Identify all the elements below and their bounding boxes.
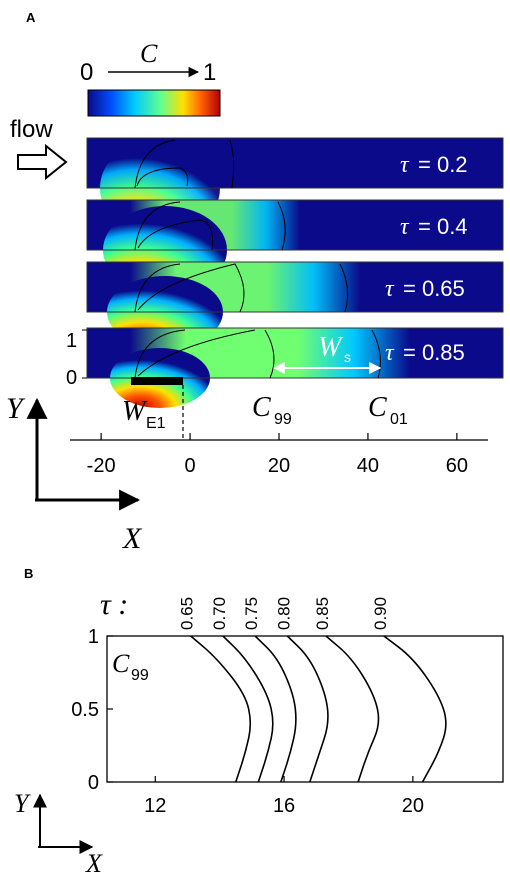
panel-b-series-label: 0.85 <box>313 597 332 630</box>
tau-value-3: = 0.85 <box>403 340 465 365</box>
panel-b-tag: B <box>24 566 33 581</box>
panel-b-series-line <box>190 635 252 783</box>
flow-label: flow <box>10 116 53 143</box>
electrode-bar <box>131 377 183 385</box>
c01-label-sub: 01 <box>390 411 408 428</box>
panel-a-x-tick-label: 0 <box>185 455 196 477</box>
tau-value-2: = 0.65 <box>403 276 465 301</box>
we-label: W <box>122 396 148 427</box>
panel-b-series-label: 0.65 <box>178 597 197 630</box>
c99-label-sub: 99 <box>274 411 292 428</box>
panel-b-x-arrow-label: X <box>85 849 103 876</box>
colorbar-max-label: 1 <box>203 59 216 86</box>
flow-arrow-icon <box>17 143 68 181</box>
tau-symbol-0: τ <box>400 152 410 178</box>
panel-a-x-tick-label: -20 <box>87 455 116 477</box>
tau-symbol-2: τ <box>385 276 395 302</box>
panel-a-x-tick-label: 40 <box>357 455 379 477</box>
panel-a-tag: A <box>26 10 36 25</box>
panel-b-x-tick-label: 12 <box>144 795 166 817</box>
tau-value-1: = 0.4 <box>418 214 468 239</box>
tau-value-0: = 0.2 <box>418 152 468 177</box>
panel-b-curve-label: C <box>112 649 130 678</box>
panel-b-x-tick-label: 20 <box>402 795 424 817</box>
panel-a-x-axis: -20 0 20 40 60 <box>70 433 488 477</box>
snapshot-0.85: W s τ = 0.85 <box>86 327 504 408</box>
panel-b-series-line <box>286 635 329 783</box>
strip-y-tick-1: 1 <box>66 330 77 352</box>
c99-label: C <box>252 392 271 423</box>
ws-label-sub: s <box>344 349 351 365</box>
panel-a-y-arrow-label: Y <box>6 392 26 425</box>
snapshot-0.65: τ = 0.65 <box>86 261 504 348</box>
panel-b-series-label: 0.70 <box>210 597 229 630</box>
panel-a-x-tick-label: 20 <box>268 455 290 477</box>
panel-b-series-label: 0.80 <box>274 597 293 630</box>
colorbar-min-label: 0 <box>80 59 93 86</box>
panel-b-y-tick-label: 0.5 <box>71 699 99 721</box>
c01-label: C <box>368 392 387 423</box>
panel-b-series-label: 0.75 <box>242 597 261 630</box>
panel-b-curve-label-sub: 99 <box>131 667 149 684</box>
panel-b-series-line <box>254 635 297 783</box>
panel-b-tau-label: τ : <box>100 588 128 621</box>
snapshot-0.2: τ = 0.2 <box>86 137 504 238</box>
panel-b-series-label: 0.90 <box>371 597 390 630</box>
strip-y-tick-0: 0 <box>66 367 77 389</box>
tau-symbol-3: τ <box>385 340 395 366</box>
panel-a-x-tick-label: 60 <box>446 455 468 477</box>
panel-b-series-line <box>222 635 274 783</box>
we-label-sub: E1 <box>146 415 166 432</box>
panel-b-y-tick-label: 1 <box>88 626 99 648</box>
panel-b-x-tick-label: 16 <box>273 795 295 817</box>
panel-b-plot: 12 16 20 0 0.5 1 0.65 0.70 0.75 0.80 0.85 0.90 <box>71 597 447 817</box>
ws-label: W <box>318 332 344 363</box>
panel-b-series-line <box>325 635 380 783</box>
panel-b-y-arrow-label: Y <box>14 789 31 818</box>
panel-b-y-tick-label: 0 <box>88 772 99 794</box>
colorbar <box>87 89 221 117</box>
tau-symbol-1: τ <box>400 214 410 240</box>
panel-b-series-line <box>383 635 447 783</box>
panel-a-x-arrow-label: X <box>122 522 143 555</box>
colorbar-variable: C <box>140 39 158 68</box>
